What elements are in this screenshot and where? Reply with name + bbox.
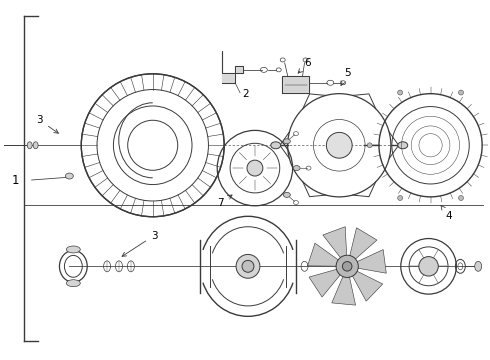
Circle shape — [397, 90, 403, 95]
Circle shape — [326, 132, 352, 158]
Polygon shape — [352, 271, 383, 301]
Circle shape — [236, 255, 260, 278]
Circle shape — [459, 195, 464, 201]
Polygon shape — [222, 51, 243, 83]
Polygon shape — [350, 228, 377, 259]
Ellipse shape — [293, 166, 300, 171]
Ellipse shape — [283, 192, 290, 197]
Polygon shape — [282, 76, 310, 93]
Circle shape — [419, 257, 438, 276]
Ellipse shape — [398, 142, 408, 149]
Polygon shape — [308, 243, 338, 266]
Polygon shape — [323, 227, 346, 257]
Circle shape — [459, 90, 464, 95]
Circle shape — [336, 255, 358, 278]
Ellipse shape — [271, 142, 281, 149]
Text: 6: 6 — [298, 58, 311, 73]
Text: 2: 2 — [242, 89, 248, 99]
Ellipse shape — [283, 139, 290, 144]
Ellipse shape — [66, 280, 80, 287]
Circle shape — [343, 262, 352, 271]
Text: 3: 3 — [37, 116, 58, 133]
Circle shape — [489, 143, 490, 148]
Polygon shape — [309, 269, 340, 297]
Ellipse shape — [475, 261, 482, 271]
Circle shape — [242, 260, 254, 272]
Ellipse shape — [33, 142, 38, 149]
Text: 7: 7 — [217, 195, 232, 208]
Circle shape — [397, 195, 403, 201]
Circle shape — [247, 160, 263, 176]
Text: 3: 3 — [122, 230, 157, 256]
Polygon shape — [332, 276, 356, 305]
Text: 4: 4 — [441, 206, 452, 221]
Polygon shape — [357, 249, 386, 273]
Text: 5: 5 — [341, 68, 351, 85]
Ellipse shape — [66, 246, 80, 253]
Ellipse shape — [65, 173, 74, 179]
Ellipse shape — [27, 142, 32, 149]
Text: 1: 1 — [12, 174, 20, 186]
Circle shape — [367, 143, 372, 148]
